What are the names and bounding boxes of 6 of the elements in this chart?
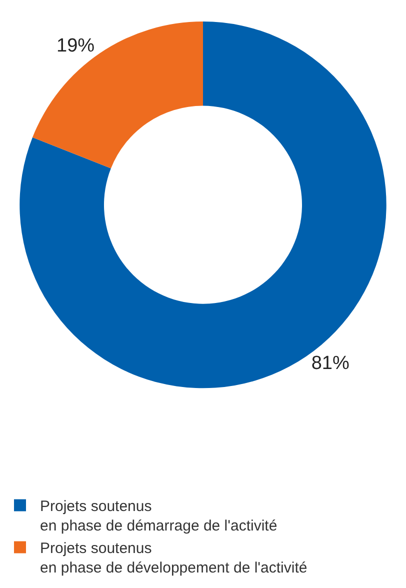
legend-label: Projets soutenus en phase de développement de l'activité [40, 540, 308, 577]
data-label: 19% [56, 35, 95, 56]
donut-slice [32, 21, 203, 168]
legend-label: Projets soutenus en phase de démarrage de l'activité [40, 498, 278, 535]
donut-slice [20, 21, 386, 388]
data-label: 81% [311, 353, 350, 374]
